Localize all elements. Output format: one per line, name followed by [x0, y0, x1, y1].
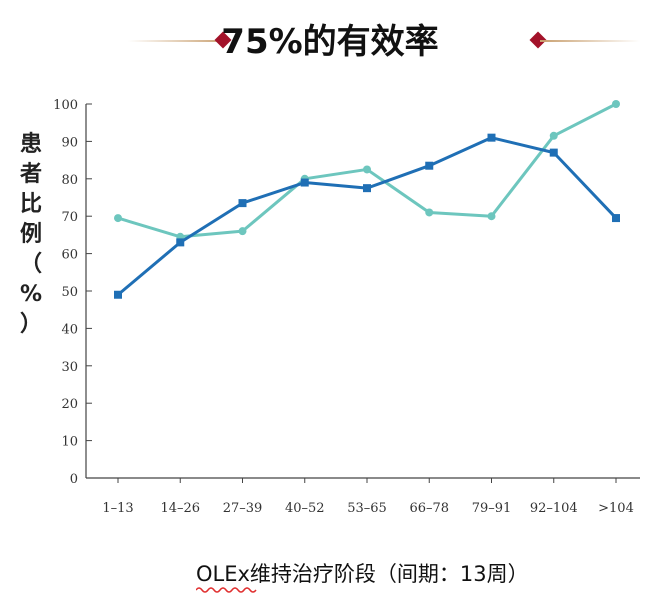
data-point-square	[363, 184, 371, 193]
x-tick-label: 1–13	[102, 501, 133, 516]
data-point-square	[114, 290, 122, 299]
line-chart: 0 10 20 30 40 50 60 70 80 90 100 1–13 14–26 27–39 40–5…	[53, 98, 640, 516]
y-tick-label: 30	[61, 360, 78, 375]
x-tick-label: 66–78	[409, 501, 449, 516]
x-tick-label: >104	[598, 501, 634, 516]
x-tick-label: 27–39	[223, 501, 263, 516]
x-tick-label: 53–65	[347, 501, 387, 516]
y-axis-label-char: 患	[19, 132, 42, 157]
y-tick-label: 0	[70, 472, 78, 487]
data-point-circle	[238, 227, 247, 236]
y-axis-label-char: ）	[19, 312, 42, 337]
data-point-circle	[549, 131, 558, 140]
data-point-square	[238, 199, 247, 208]
x-tick-label: 79–91	[472, 501, 512, 516]
y-tick-label: 40	[61, 322, 78, 337]
y-tick-label: 10	[61, 435, 78, 450]
title-decoration-line-right	[540, 40, 640, 42]
title-row: 75%的有效率	[0, 18, 660, 68]
y-axis-label-char: %	[19, 282, 43, 307]
title-decoration-line-left	[128, 40, 228, 42]
y-tick-label: 20	[61, 397, 78, 412]
data-point-square	[425, 161, 434, 170]
data-point-square	[487, 133, 496, 142]
data-point-circle	[487, 212, 496, 221]
y-tick-label: 60	[61, 248, 78, 263]
y-axis-label-char: （	[19, 252, 42, 277]
data-point-circle	[114, 214, 122, 223]
y-axis-label: 患 者 比 例 （ % ）	[14, 130, 48, 340]
data-point-square	[612, 214, 620, 223]
spellcheck-underline-icon	[196, 587, 257, 593]
data-point-circle	[612, 100, 620, 108]
y-axis-label-char: 例	[19, 222, 42, 247]
y-tick-label: 50	[61, 285, 78, 300]
data-point-circle	[425, 208, 434, 217]
x-tick-label: 92–104	[530, 501, 578, 516]
x-axis-label: OLEx维持治疗阶段（间期：13周）	[196, 562, 529, 586]
data-point-square	[176, 238, 185, 247]
y-tick-label: 70	[61, 210, 78, 225]
series-line-2	[116, 136, 618, 297]
page-title: 75%的有效率	[221, 22, 439, 62]
data-point-square	[549, 148, 558, 157]
y-axis-label-char: 比	[19, 192, 42, 217]
y-axis-label-char: 者	[19, 162, 42, 187]
x-tick-label: 40–52	[285, 501, 325, 516]
y-tick-label: 80	[61, 173, 78, 188]
data-point-square	[300, 178, 309, 187]
x-tick-label: 14–26	[160, 501, 200, 516]
y-tick-label: 90	[61, 135, 78, 150]
y-tick-label: 100	[53, 98, 78, 113]
data-point-circle	[363, 165, 371, 174]
